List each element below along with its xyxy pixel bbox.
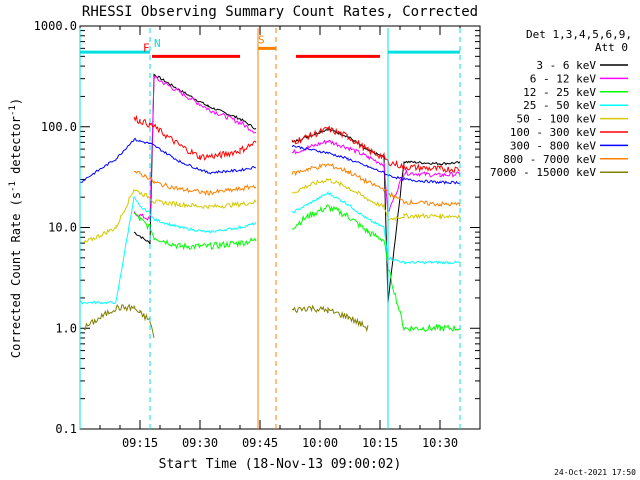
- series-line: [133, 114, 257, 161]
- x-tick-label: 09:15: [122, 436, 158, 450]
- series-12-25-kev: [133, 203, 461, 333]
- legend-header-line-1: Det 1,3,4,5,6,9,: [526, 28, 632, 41]
- series-25-50-kev: [79, 190, 461, 305]
- series-100-300-kev: [133, 114, 461, 174]
- x-tick-label: 09:30: [182, 436, 218, 450]
- series-line: [291, 178, 461, 222]
- y-axis-label-end: ): [9, 98, 23, 105]
- y-axis-label-sup-2: -1: [8, 105, 18, 116]
- series-6-12-kev: [133, 75, 461, 221]
- legend-label: 12 - 25 keV: [523, 86, 596, 99]
- series-7000-15000-kev: [83, 303, 369, 338]
- x-tick-label: 09:45: [242, 436, 278, 450]
- legend-label: 100 - 300 keV: [510, 126, 596, 139]
- legend-label: 800 - 7000 keV: [503, 153, 596, 166]
- y-tick-label: 100.0: [41, 120, 77, 134]
- x-tick-label: 10:15: [362, 436, 398, 450]
- series-line: [79, 196, 257, 305]
- y-axis-label: Corrected Count Rate (s-1 detector-1): [8, 98, 23, 358]
- legend-label: 6 - 12 keV: [530, 72, 597, 85]
- series-line: [291, 203, 461, 333]
- y-tick-label: 1000.0: [34, 19, 77, 33]
- series-line: [79, 137, 257, 183]
- series-line: [291, 190, 461, 265]
- legend-label: 300 - 800 keV: [510, 139, 596, 152]
- legend-header-line-2: Att 0: [595, 41, 628, 54]
- legend-label: 25 - 50 keV: [523, 99, 596, 112]
- x-axis-label: Start Time (18-Nov-13 09:00:02): [159, 457, 402, 472]
- series-line: [83, 303, 155, 338]
- x-tick-label: 10:30: [422, 436, 458, 450]
- state-label: N: [154, 37, 161, 50]
- legend-label: 3 - 6 keV: [536, 59, 596, 72]
- series-line: [133, 73, 257, 245]
- y-tick-label: 10.0: [48, 221, 77, 235]
- series-line: [133, 170, 257, 196]
- y-tick-label: 0.1: [55, 422, 77, 436]
- series-line: [291, 162, 461, 208]
- annotation-layer: NF S: [79, 28, 461, 429]
- y-axis-label-mid: detector: [9, 116, 23, 181]
- series-line: [291, 125, 461, 174]
- y-tick-label: 1.0: [55, 321, 77, 335]
- series-layer: [79, 73, 461, 338]
- series-line: [133, 75, 257, 221]
- series-800-7000-kev: [133, 162, 461, 208]
- plot-frame: [79, 25, 481, 430]
- series-line: [83, 188, 257, 244]
- footer-timestamp: 24-Oct-2021 17:50: [554, 468, 636, 477]
- series-line: [291, 139, 461, 215]
- chart-title: RHESSI Observing Summary Count Rates, Co…: [82, 4, 478, 20]
- series-line: [291, 145, 460, 185]
- legend-label: 50 - 100 keV: [517, 113, 597, 126]
- legend-label: 7000 - 15000 keV: [490, 166, 596, 179]
- series-line: [291, 304, 369, 333]
- state-label: F: [143, 41, 150, 54]
- state-label: S: [258, 33, 265, 46]
- x-tick-label: 10:00: [302, 436, 338, 450]
- series-50-100-kev: [83, 178, 461, 244]
- axes: 0.1 1.0 10.0 100.0 1000.0 09:15 09:30 09:45 10:0…: [34, 19, 481, 450]
- series-line: [133, 212, 257, 251]
- series-300-800-kev: [79, 137, 460, 185]
- y-axis-label-main: Corrected Count Rate (s: [9, 192, 23, 358]
- y-axis-label-sup-1: -1: [8, 181, 18, 192]
